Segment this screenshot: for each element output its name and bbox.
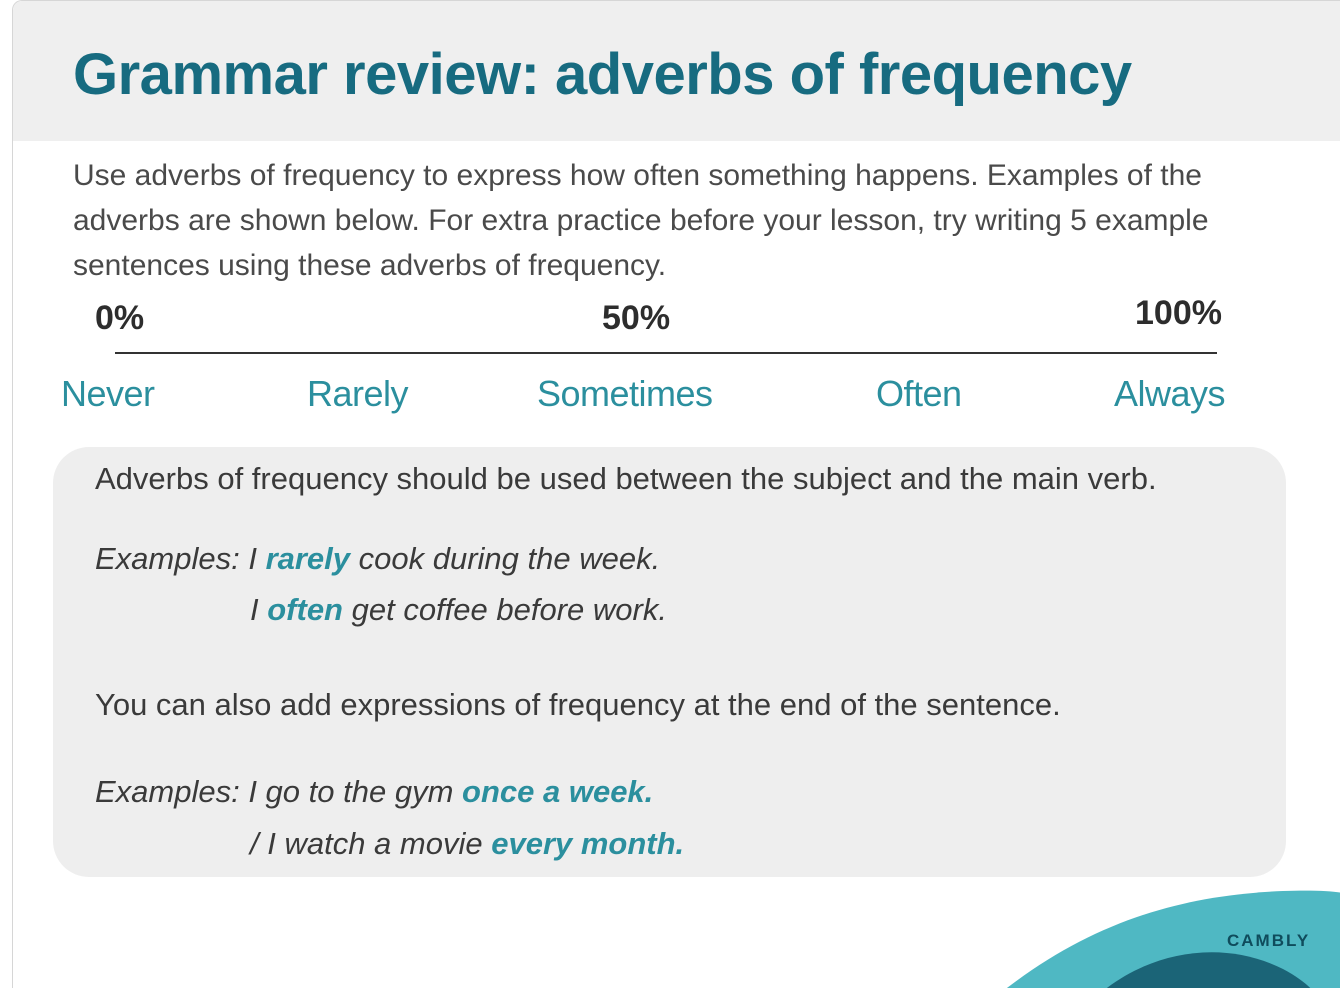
example-text: I <box>250 592 268 627</box>
example-text: Examples: I <box>95 541 266 576</box>
example-every-month: / I watch a movie every month. <box>250 826 684 862</box>
example-text: cook during the week. <box>350 541 661 576</box>
highlight-expression: every month. <box>491 826 685 861</box>
rule-expressions: You can also add expressions of frequenc… <box>95 687 1061 722</box>
example-often: I often get coffee before work. <box>250 592 667 628</box>
example-rarely: Examples: I rarely cook during the week. <box>95 541 660 577</box>
adverb-rarely: Rarely <box>307 373 409 414</box>
scale-line <box>115 352 1217 354</box>
percent-label-0: 0% <box>95 299 145 337</box>
adverb-never: Never <box>61 373 155 414</box>
adverb-sometimes: Sometimes <box>537 373 713 414</box>
slide-title: Grammar review: adverbs of frequency <box>73 42 1132 107</box>
rule-placement: Adverbs of frequency should be used betw… <box>95 461 1157 496</box>
lesson-slide: Grammar review: adverbs of frequency Use… <box>12 0 1340 988</box>
cambly-wave-icon <box>1006 890 1340 988</box>
highlight-adverb: rarely <box>265 541 351 576</box>
intro-paragraph: Use adverbs of frequency to express how … <box>73 159 1209 282</box>
adverb-always: Always <box>1114 373 1226 414</box>
example-text: Examples: I go to the gym <box>95 774 463 809</box>
example-text: / I watch a movie <box>250 826 492 861</box>
example-once-a-week: Examples: I go to the gym once a week. <box>95 774 653 810</box>
adverb-often: Often <box>876 373 962 414</box>
percent-label-100: 100% <box>1135 294 1222 332</box>
example-text: get coffee before work. <box>343 592 667 627</box>
slide-header: Grammar review: adverbs of frequency <box>13 1 1340 141</box>
cambly-logo-text: CAMBLY <box>1227 931 1311 950</box>
highlight-adverb: often <box>267 592 343 627</box>
highlight-expression: once a week. <box>462 774 654 809</box>
percent-label-50: 50% <box>602 299 671 337</box>
rules-box: Adverbs of frequency should be used betw… <box>53 447 1286 877</box>
